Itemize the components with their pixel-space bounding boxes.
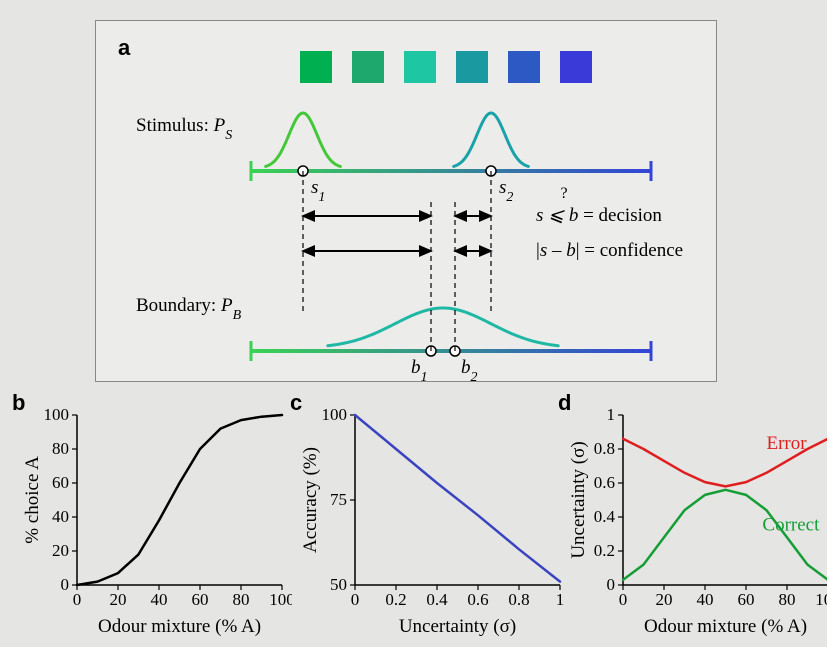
svg-text:0: 0 <box>61 575 70 594</box>
svg-text:1: 1 <box>607 405 616 424</box>
svg-text:0.4: 0.4 <box>594 507 616 526</box>
svg-text:Boundary: PB: Boundary: PB <box>136 295 242 323</box>
svg-text:?: ? <box>560 185 567 202</box>
panel-d-label: d <box>558 390 571 416</box>
panels-bcd: b 020406080100020406080100Odour mixture … <box>0 400 827 640</box>
svg-text:75: 75 <box>330 490 347 509</box>
svg-text:100: 100 <box>322 405 348 424</box>
svg-text:Accuracy (%): Accuracy (%) <box>300 447 321 553</box>
svg-text:20: 20 <box>52 541 69 560</box>
svg-text:% choice A: % choice A <box>22 456 43 544</box>
svg-text:0: 0 <box>351 590 360 609</box>
svg-text:Odour mixture (% A): Odour mixture (% A) <box>644 616 807 637</box>
panel-c-label: c <box>290 390 302 416</box>
svg-text:60: 60 <box>52 473 69 492</box>
svg-text:s1: s1 <box>311 177 325 205</box>
svg-text:0: 0 <box>607 575 616 594</box>
panel-a-label: a <box>118 35 130 61</box>
svg-text:0.2: 0.2 <box>594 541 615 560</box>
panel-b-chart: 0 20 40 60 80 100 0 20 40 60 80 100 Odour mixture (%… <box>22 400 292 640</box>
svg-text:80: 80 <box>52 439 69 458</box>
svg-text:s ⩽ b = decision: s ⩽ b = decision <box>536 205 662 226</box>
svg-text:40: 40 <box>52 507 69 526</box>
svg-text:Stimulus: PS: Stimulus: PS <box>136 115 232 143</box>
panel-c-chart: 0 0.2 0.4 0.6 0.8 1 50 75 100 Uncertainty (σ) Accu… <box>300 400 570 640</box>
svg-text:1: 1 <box>556 590 565 609</box>
panel-c: c 00.20.40.60.815075100Uncertainty (σ)Ac… <box>300 400 570 640</box>
svg-text:0.8: 0.8 <box>594 439 615 458</box>
svg-text:0: 0 <box>619 590 628 609</box>
panel-a: a Stimulus: PS s1 s2 Boundary: PB b1 b2? s ⩽ b… <box>95 20 717 382</box>
svg-text:100: 100 <box>269 590 292 609</box>
svg-text:b1: b1 <box>411 357 428 381</box>
svg-text:Error: Error <box>767 433 808 454</box>
svg-text:20: 20 <box>656 590 673 609</box>
svg-text:0.2: 0.2 <box>385 590 406 609</box>
svg-text:Uncertainty (σ): Uncertainty (σ) <box>568 441 589 558</box>
svg-text:0.8: 0.8 <box>508 590 529 609</box>
svg-text:40: 40 <box>697 590 714 609</box>
svg-text:60: 60 <box>738 590 755 609</box>
figure-root: a Stimulus: PSs1s2Boundary: PBb1b2?s ⩽ b… <box>0 0 827 647</box>
panel-b: b 020406080100020406080100Odour mixture … <box>22 400 292 640</box>
svg-text:b2: b2 <box>461 357 478 381</box>
svg-text:100: 100 <box>44 405 70 424</box>
svg-text:Correct: Correct <box>762 515 820 536</box>
svg-text:40: 40 <box>151 590 168 609</box>
svg-text:0.6: 0.6 <box>594 473 615 492</box>
svg-text:0.4: 0.4 <box>426 590 448 609</box>
panel-d: d 02040608010000.20.40.60.81Odour mixtur… <box>568 400 827 640</box>
svg-text:80: 80 <box>233 590 250 609</box>
svg-text:50: 50 <box>330 575 347 594</box>
svg-text:0: 0 <box>73 590 82 609</box>
panel-d-chart: 0 20 40 60 80 100 0 0.2 0.4 0.6 0.8 1 Odour mixture … <box>568 400 827 640</box>
svg-text:60: 60 <box>192 590 209 609</box>
panel-b-label: b <box>12 390 25 416</box>
svg-text:0.6: 0.6 <box>467 590 488 609</box>
panel-a-diagram: Stimulus: PS s1 s2 Boundary: PB b1 b2? s ⩽ b =… <box>96 21 716 381</box>
svg-text:Odour mixture (% A): Odour mixture (% A) <box>98 616 261 637</box>
svg-text:80: 80 <box>779 590 796 609</box>
svg-text:Uncertainty (σ): Uncertainty (σ) <box>399 616 516 637</box>
svg-text:20: 20 <box>110 590 127 609</box>
svg-text:100: 100 <box>815 590 827 609</box>
svg-text:|s – b| = confidence: |s – b| = confidence <box>536 240 683 261</box>
svg-text:s2: s2 <box>499 177 513 205</box>
